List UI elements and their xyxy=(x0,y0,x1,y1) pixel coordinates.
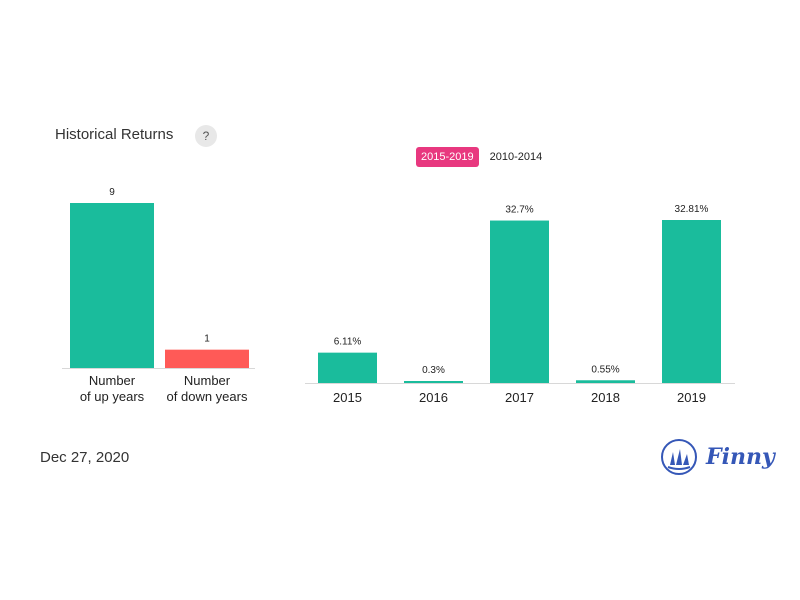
help-icon[interactable]: ? xyxy=(195,125,217,147)
tab-2015-2019[interactable]: 2015-2019 xyxy=(416,147,479,167)
as-of-date: Dec 27, 2020 xyxy=(40,449,130,466)
chart0-value-label-0: 9 xyxy=(109,187,115,198)
chart-title: Historical Returns xyxy=(55,126,174,143)
chart1-bar-4 xyxy=(662,220,721,383)
chart1-value-label-1: 0.3% xyxy=(422,365,445,376)
chart0-category-label-0-0: Number xyxy=(89,373,136,388)
chart1-value-label-2: 32.7% xyxy=(505,205,533,216)
chart1-value-label-4: 32.81% xyxy=(675,204,709,215)
chart0-bar-0 xyxy=(70,203,154,368)
chart0-value-label-1: 1 xyxy=(204,334,210,345)
sailboat-logo-icon xyxy=(661,439,697,475)
chart0-bar-1 xyxy=(165,349,249,368)
chart1-category-label-0: 2015 xyxy=(333,390,362,405)
period-tabs: 2015-2019 2010-2014 xyxy=(416,147,547,167)
chart1-value-label-3: 0.55% xyxy=(591,364,619,375)
chart1-category-label-4: 2019 xyxy=(677,390,706,405)
finny-logo: Finny xyxy=(660,438,775,476)
chart1-bar-3 xyxy=(576,380,635,383)
chart1-category-label-1: 2016 xyxy=(419,390,448,405)
tab-2010-2014[interactable]: 2010-2014 xyxy=(489,151,543,163)
chart1-bar-1 xyxy=(404,381,463,383)
chart0-category-label-1-1: of down years xyxy=(167,389,248,404)
logo-text: Finny xyxy=(706,444,775,470)
chart1-category-label-3: 2018 xyxy=(591,390,620,405)
chart1-category-label-2: 2017 xyxy=(505,390,534,405)
chart1-value-label-0: 6.11% xyxy=(334,337,362,348)
chart0-category-label-1-0: Number xyxy=(184,373,231,388)
chart1-bar-0 xyxy=(318,352,377,383)
chart0-category-label-0-1: of up years xyxy=(80,389,145,404)
chart1-bar-2 xyxy=(490,220,549,383)
